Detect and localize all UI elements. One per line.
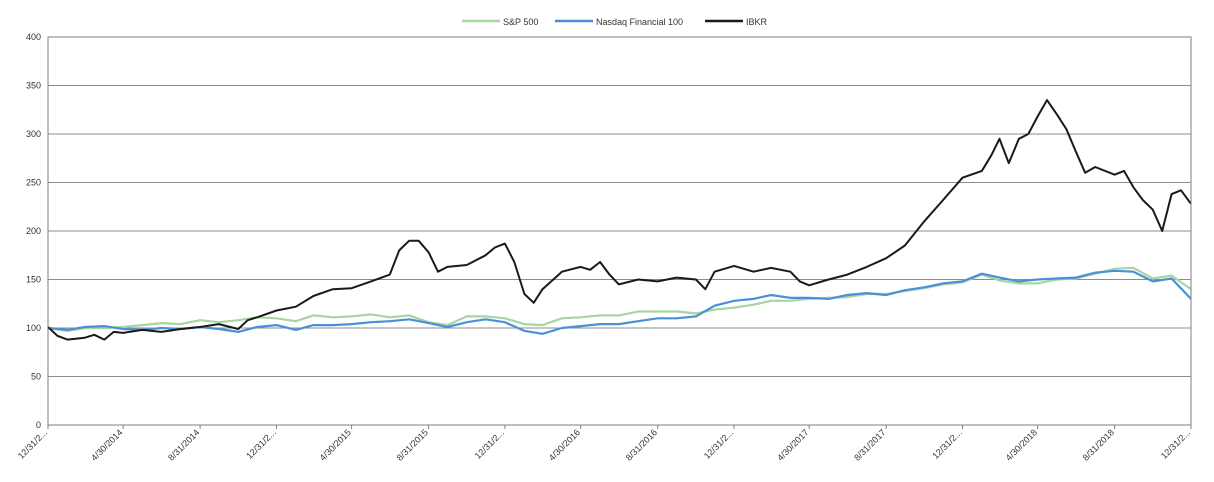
legend-label-sp500: S&P 500 bbox=[503, 17, 538, 27]
series-line-sp500 bbox=[47, 266, 1192, 332]
plot-frame bbox=[47, 36, 1192, 426]
y-tick-label: 0 bbox=[36, 420, 41, 430]
chart-legend: S&P 500 Nasdaq Financial 100 IBKR bbox=[462, 17, 768, 27]
y-tick-label: 150 bbox=[26, 275, 41, 285]
y-tick-label: 350 bbox=[26, 81, 41, 91]
series-line-ibkr bbox=[47, 99, 1192, 341]
y-tick-label: 50 bbox=[31, 372, 41, 382]
legend-label-ibkr: IBKR bbox=[746, 17, 768, 27]
data-series bbox=[47, 99, 1192, 341]
legend-label-nasdaq-financial-100: Nasdaq Financial 100 bbox=[596, 17, 683, 27]
y-tick-label: 100 bbox=[26, 323, 41, 333]
y-tick-label: 250 bbox=[26, 178, 41, 188]
series-line-nasdaq-financial-100 bbox=[47, 269, 1192, 335]
y-tick-label: 300 bbox=[26, 129, 41, 139]
y-tick-label: 200 bbox=[26, 226, 41, 236]
y-tick-label: 400 bbox=[26, 32, 41, 42]
y-axis-ticks: 0 50 100 150 200 250 300 350 400 bbox=[26, 32, 41, 430]
